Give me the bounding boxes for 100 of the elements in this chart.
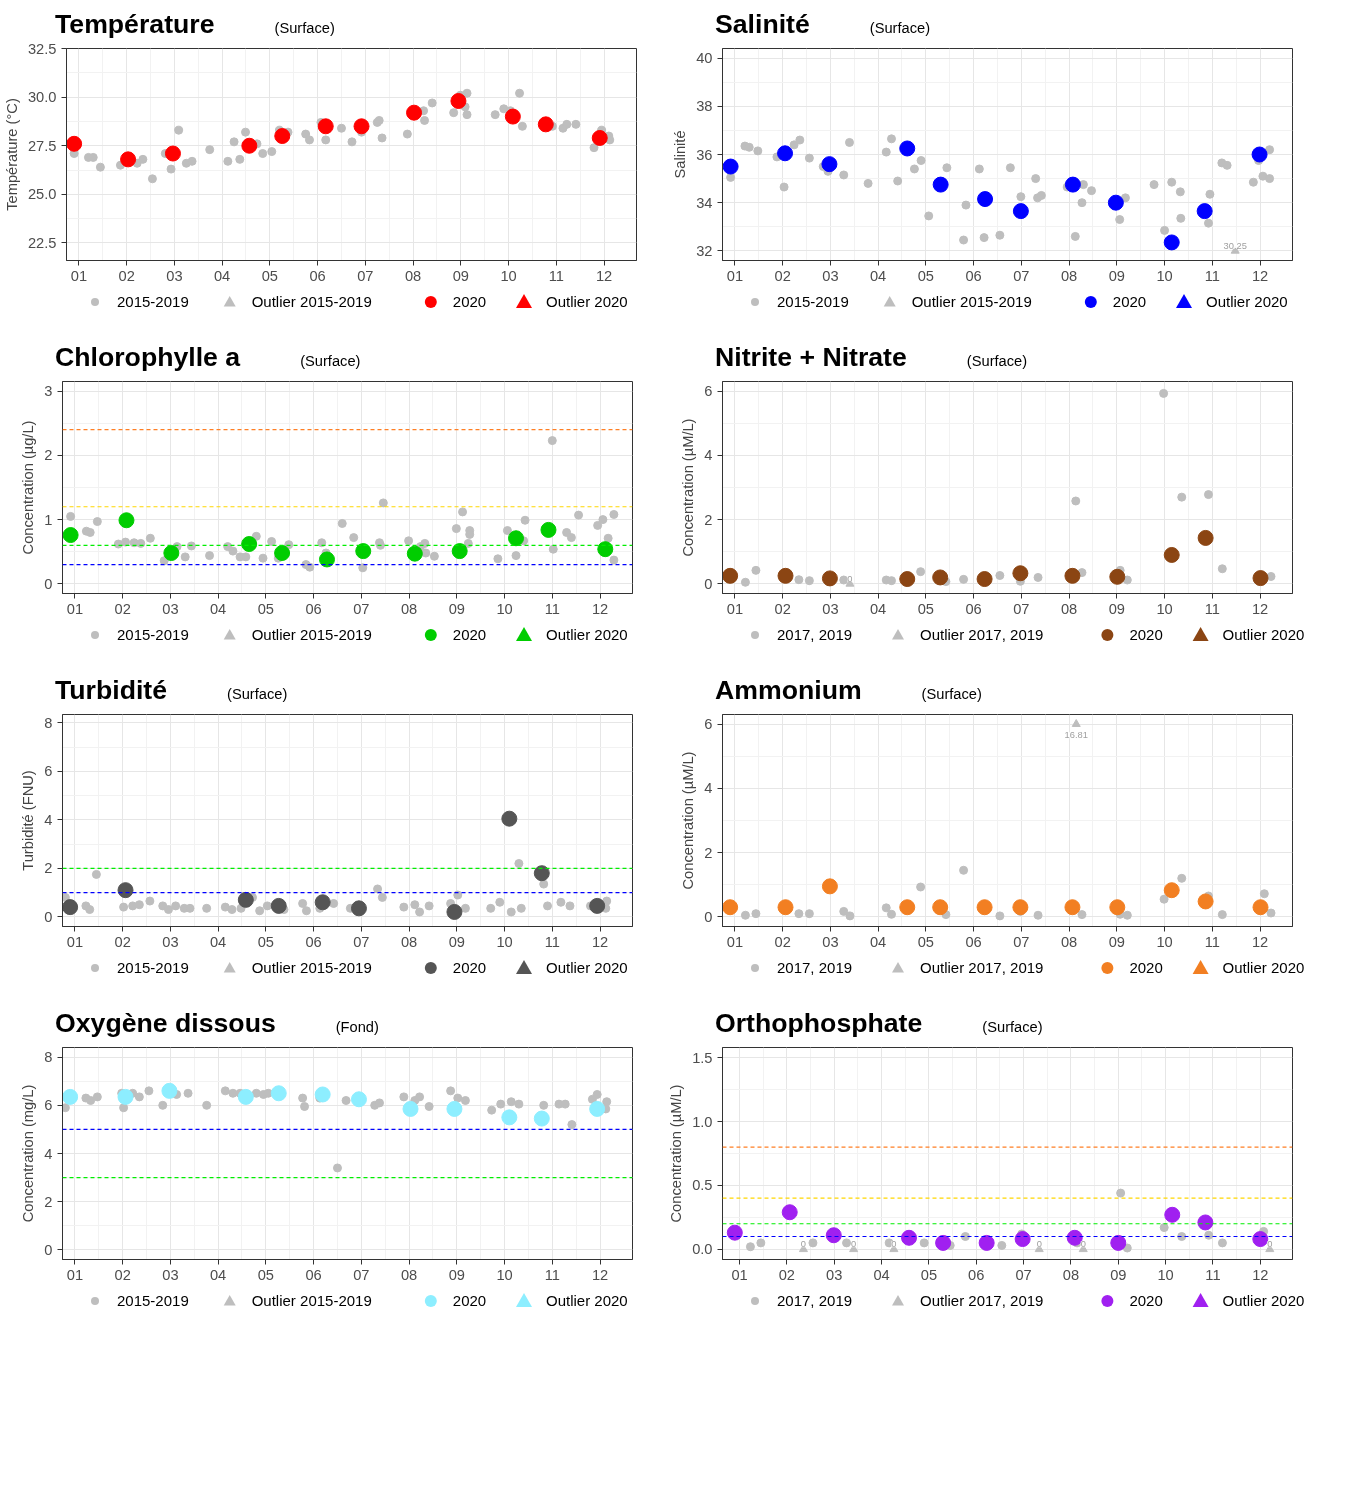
chart-subtitle: (Surface) [227, 686, 288, 702]
x-tick-label: 11 [1204, 933, 1220, 950]
x-tick-label: 09 [1108, 267, 1125, 284]
x-tick-label: 01 [70, 267, 88, 284]
legend-label: 2020 [452, 1292, 487, 1309]
x-tick-label: 01 [66, 933, 84, 950]
x-tick-label: 04 [869, 600, 887, 617]
x-tick-label: 08 [404, 267, 422, 284]
chart-title: Température [55, 9, 215, 39]
x-tick-label: 10 [500, 267, 517, 284]
legend-label: Outlier 2020 [546, 293, 628, 310]
legend-label: Outlier 2017, 2019 [920, 1292, 1044, 1309]
y-tick-label: 38 [696, 98, 713, 115]
legend-label: 2015-2019 [777, 293, 849, 310]
chart-subtitle: (Surface) [982, 1019, 1043, 1035]
y-tick-label: 36 [696, 146, 713, 163]
legend-label: Outlier 2015-2019 [251, 293, 372, 310]
x-tick-label: 02 [774, 267, 791, 284]
x-tick-label: 03 [162, 1266, 179, 1283]
x-tick-label: 11 [1204, 267, 1220, 284]
x-tick-label: 11 [1204, 600, 1220, 617]
legend-label: 2017, 2019 [777, 626, 853, 643]
chart-title: Chlorophylle a [55, 342, 241, 372]
y-tick-label: 2 [44, 1193, 53, 1210]
y-tick-label: 0 [44, 908, 53, 925]
y-axis-title: Température (°C) [3, 98, 20, 211]
x-tick-label: 11 [544, 1266, 560, 1283]
chart-title: Orthophosphate [715, 1008, 923, 1038]
x-tick-label: 06 [965, 267, 982, 284]
legend-label: 2020 [452, 626, 487, 643]
chart-subtitle: (Surface) [966, 353, 1028, 369]
legend-label: 2015-2019 [117, 626, 189, 643]
y-axis-title: Concentration (µM/L) [668, 1084, 685, 1223]
y-tick-label: 4 [44, 811, 53, 828]
x-tick-label: 06 [305, 933, 322, 950]
annotation: 0 [800, 1239, 807, 1250]
x-tick-label: 06 [305, 600, 322, 617]
x-tick-label: 08 [400, 600, 418, 617]
y-axis-title: Turbidité (FNU) [20, 770, 37, 871]
y-axis-title: Concentration (mg/L) [20, 1084, 37, 1223]
x-tick-label: 10 [1157, 1266, 1174, 1283]
x-tick-label: 02 [774, 933, 791, 950]
x-tick-label: 11 [548, 267, 564, 284]
y-tick-label: 8 [44, 1049, 53, 1066]
x-tick-label: 12 [1252, 1266, 1269, 1283]
x-tick-label: 09 [448, 1266, 465, 1283]
x-tick-label: 04 [209, 1266, 227, 1283]
x-tick-label: 07 [357, 267, 374, 284]
legend-label: Outlier 2017, 2019 [920, 626, 1044, 643]
x-tick-label: 08 [1062, 1266, 1080, 1283]
y-tick-label: 1.0 [692, 1113, 713, 1130]
legend-label: 2017, 2019 [777, 1292, 853, 1309]
x-tick-label: 06 [305, 1266, 322, 1283]
x-tick-label: 03 [826, 1266, 843, 1283]
x-tick-label: 04 [873, 1266, 890, 1283]
x-tick-label: 02 [114, 933, 131, 950]
x-tick-label: 06 [965, 600, 982, 617]
x-tick-label: 10 [496, 1266, 513, 1283]
chart-subtitle: (Surface) [274, 20, 335, 36]
y-tick-label: 30.0 [27, 89, 57, 106]
y-tick-label: 4 [704, 447, 713, 464]
y-tick-label: 2 [44, 860, 53, 877]
x-tick-label: 01 [726, 600, 744, 617]
chart-title: Salinité [715, 9, 810, 39]
y-tick-label: 32 [696, 242, 713, 259]
legend-label: 2015-2019 [117, 1292, 189, 1309]
x-tick-label: 02 [778, 1266, 796, 1283]
x-tick-label: 10 [1156, 267, 1173, 284]
x-tick-label: 09 [452, 267, 469, 284]
y-tick-label: 4 [704, 780, 713, 797]
x-tick-label: 11 [544, 600, 560, 617]
chart-title: Ammonium [715, 675, 862, 705]
y-axis-title: Concentration (µg/L) [20, 420, 37, 555]
x-tick-label: 04 [213, 267, 231, 284]
legend-label: 2020 [1129, 959, 1163, 976]
y-tick-label: 25.0 [27, 186, 57, 203]
x-tick-label: 05 [257, 600, 275, 617]
x-tick-label: 01 [731, 1266, 748, 1283]
y-tick-label: 0 [704, 908, 713, 925]
legend-label: 2015-2019 [117, 293, 189, 310]
x-tick-label: 09 [448, 600, 465, 617]
x-tick-label: 02 [114, 600, 131, 617]
x-tick-label: 12 [591, 1266, 609, 1283]
y-tick-label: 0.0 [692, 1241, 713, 1258]
y-tick-label: 40 [696, 50, 713, 67]
y-tick-label: 22.5 [27, 235, 57, 251]
x-tick-label: 02 [114, 1266, 131, 1283]
y-tick-label: 34 [696, 194, 713, 211]
x-tick-label: 09 [1108, 933, 1125, 950]
chart-subtitle: (Surface) [921, 686, 982, 702]
x-tick-label: 05 [920, 1266, 938, 1283]
x-tick-label: 01 [726, 933, 744, 950]
x-tick-label: 10 [1156, 600, 1173, 617]
annotation: 0 [847, 573, 853, 584]
x-tick-label: 12 [1251, 267, 1269, 284]
y-tick-label: 8 [44, 714, 53, 731]
x-tick-label: 05 [261, 267, 279, 284]
legend-label: Outlier 2015-2019 [251, 626, 372, 643]
x-tick-label: 08 [1060, 267, 1078, 284]
x-tick-label: 03 [162, 933, 179, 950]
